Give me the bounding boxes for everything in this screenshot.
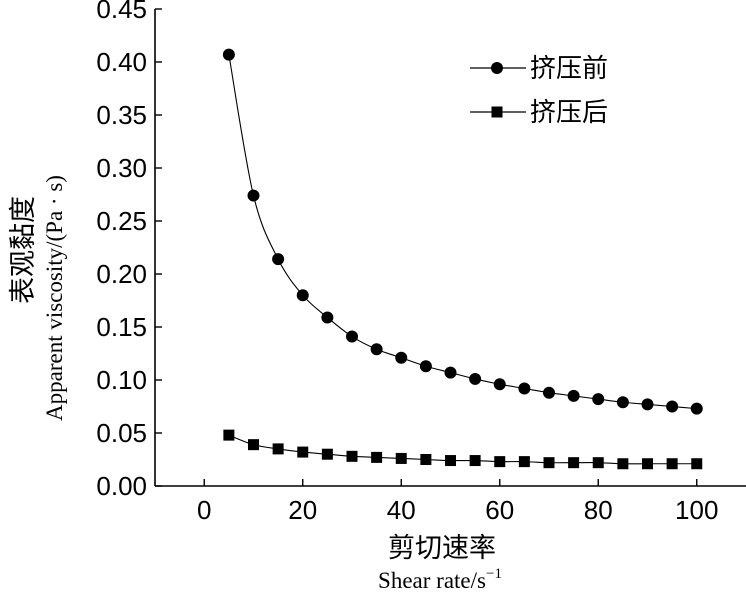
- data-point-circle: [247, 189, 260, 202]
- data-point-square: [395, 452, 407, 464]
- legend-item-1: 挤压前: [470, 54, 608, 84]
- legend-item-2: 挤压后: [470, 98, 608, 128]
- x-tick-label: 100: [675, 495, 718, 525]
- data-point-square: [592, 457, 604, 469]
- y-axis-label-group: 表观黏度: [8, 196, 39, 304]
- y-tick-label: 0.30: [96, 153, 147, 183]
- data-point-square: [445, 455, 456, 467]
- y-tick-label: 0.45: [96, 0, 147, 24]
- y-axis-label-en-group: Apparent viscosity/(Pa · s): [42, 175, 67, 421]
- data-point-square: [321, 448, 333, 460]
- y-axis-label-en: Apparent viscosity/(Pa · s): [42, 175, 67, 421]
- series-layer: [222, 48, 703, 470]
- data-point-circle: [543, 386, 555, 399]
- x-tick-label: 80: [584, 495, 613, 525]
- data-point-square: [642, 458, 653, 470]
- legend-square-marker: [491, 106, 503, 118]
- y-tick-label: 0.05: [96, 418, 147, 448]
- data-point-circle: [346, 330, 358, 343]
- data-point-circle: [370, 343, 383, 356]
- data-point-circle: [567, 389, 580, 402]
- data-point-square: [543, 457, 555, 469]
- data-point-circle: [321, 311, 334, 324]
- x-axis-label-cn: 剪切速率: [388, 533, 496, 564]
- data-point-square: [666, 458, 678, 470]
- x-axis-ticks: 0 20 40 60 80 100: [197, 479, 718, 525]
- data-point-square: [691, 458, 703, 470]
- y-axis-ticks: 0.00 0.05 0.10 0.15 0.20 0.25 0.30 0.35 0.40 0.45: [96, 0, 162, 501]
- data-point-square: [469, 455, 481, 467]
- data-point-square: [568, 457, 580, 469]
- legend-label: 挤压前: [530, 54, 608, 84]
- x-tick-label: 40: [387, 495, 416, 525]
- data-point-circle: [395, 351, 408, 364]
- y-tick-label: 0.20: [96, 259, 147, 289]
- y-tick-label: 0.00: [96, 471, 147, 501]
- y-axis-label-cn: 表观黏度: [8, 196, 39, 304]
- data-point-circle: [616, 396, 629, 409]
- data-point-circle: [272, 253, 285, 266]
- data-point-circle: [690, 402, 703, 415]
- data-point-circle: [641, 398, 654, 411]
- data-point-square: [420, 454, 432, 465]
- data-point-square: [248, 439, 259, 451]
- data-point-circle: [222, 48, 235, 61]
- series-line: [228, 54, 697, 410]
- y-tick-label: 0.40: [96, 47, 147, 77]
- data-point-circle: [592, 393, 605, 406]
- x-axis-label-en: Shear rate/s−1: [378, 566, 502, 592]
- x-tick-label: 20: [288, 495, 317, 525]
- data-point-square: [272, 443, 284, 455]
- data-point-square: [371, 451, 383, 463]
- y-tick-label: 0.35: [96, 100, 147, 130]
- data-point-square: [494, 456, 506, 468]
- data-point-square: [297, 446, 309, 458]
- y-tick-label: 0.25: [96, 206, 147, 236]
- data-point-square: [223, 429, 235, 441]
- series-2: [223, 429, 703, 470]
- data-point-circle: [469, 372, 482, 385]
- data-point-circle: [444, 366, 457, 379]
- data-point-square: [617, 458, 629, 470]
- x-tick-label: 60: [485, 495, 514, 525]
- data-point-square: [346, 450, 358, 462]
- data-point-circle: [296, 289, 309, 302]
- data-point-circle: [518, 382, 531, 395]
- y-tick-label: 0.10: [96, 365, 147, 395]
- data-point-circle: [493, 378, 506, 391]
- x-tick-label: 0: [197, 495, 211, 525]
- series-1: [222, 48, 703, 415]
- data-point-circle: [419, 360, 432, 373]
- y-tick-label: 0.15: [96, 312, 147, 342]
- legend-label: 挤压后: [530, 98, 608, 128]
- data-point-square: [518, 456, 530, 468]
- legend-circle-marker: [491, 62, 503, 74]
- data-point-circle: [666, 400, 679, 413]
